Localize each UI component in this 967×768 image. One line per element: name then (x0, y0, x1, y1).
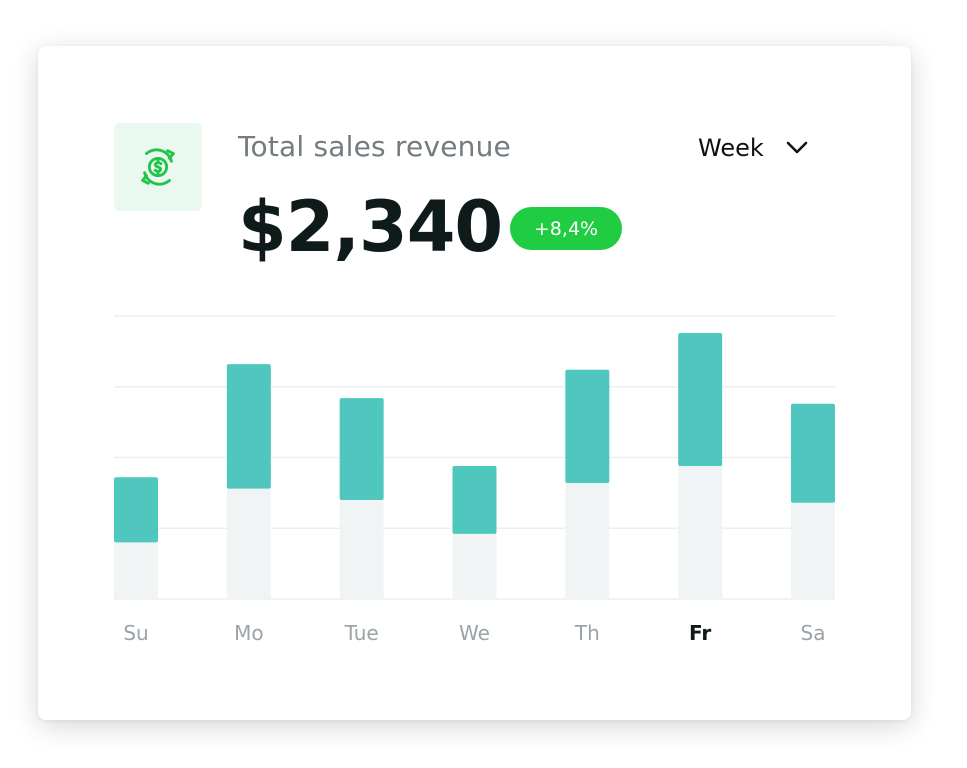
x-tick-label-we: We (459, 621, 490, 645)
period-dropdown[interactable]: Week (698, 130, 808, 166)
x-tick-label-mo: Mo (234, 621, 263, 645)
bar-base-tue (339, 499, 384, 599)
bar-base-th (565, 482, 610, 599)
revenue-card: Total sales revenue $2,340 +8,4% Week Su… (38, 46, 911, 720)
bar-top-th (565, 369, 610, 483)
bar-top-mo (226, 364, 271, 489)
x-tick-label-tue: Tue (344, 621, 379, 645)
x-tick-label-th: Th (574, 621, 600, 645)
bar-base-mo (226, 488, 271, 599)
x-tick-label-sa: Sa (801, 621, 826, 645)
bar-top-su (114, 477, 158, 543)
x-tick-label-su: Su (123, 621, 148, 645)
revenue-bar-chart: Su Mo Tue We Th Fr Sa (114, 315, 835, 645)
bar-base-sa (791, 502, 835, 599)
change-badge: +8,4% (510, 207, 622, 250)
chevron-down-icon (786, 141, 808, 155)
bar-top-tue (339, 398, 384, 500)
bar-top-fr (678, 332, 723, 466)
card-title: Total sales revenue (238, 130, 511, 163)
bar-top-we (452, 465, 497, 534)
bar-top-sa (791, 403, 835, 503)
bar-base-su (114, 542, 158, 599)
total-revenue-value: $2,340 (238, 186, 503, 268)
bar-base-we (452, 533, 497, 599)
period-dropdown-label: Week (698, 134, 764, 162)
revenue-icon-tile (114, 123, 202, 211)
bar-base-fr (678, 465, 723, 599)
x-tick-label-fr: Fr (689, 621, 711, 645)
dollar-refresh-icon (141, 148, 175, 186)
